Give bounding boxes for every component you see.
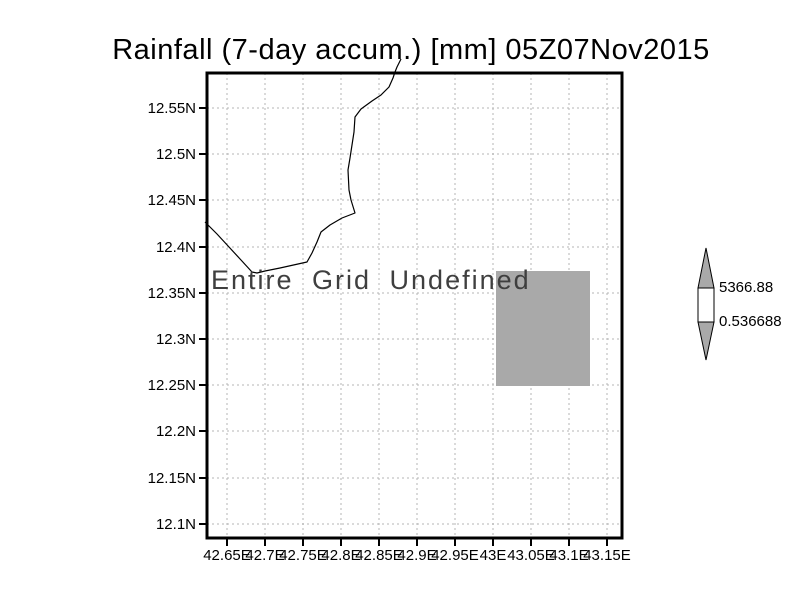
undefined-region-rect [496,271,590,386]
x-tick-label: 42.7E [245,547,284,564]
colorbar-bottom-arrow [697,321,715,361]
x-tick-label: 42.85E [355,547,403,564]
x-tick-label: 43E [480,547,507,564]
y-tick-label: 12.1N [156,516,196,533]
undefined-grid-annotation: Entire Grid Undefined [211,265,531,295]
y-tick-label: 12.15N [148,470,196,487]
colorbar-max-label: 5366.88 [719,279,774,296]
colorbar-top-arrow [697,247,715,289]
x-tick-label: 42.95E [431,547,479,564]
coastline-path [204,58,402,274]
y-tick-label: 12.25N [148,377,196,394]
x-tick-label: 43.1E [549,547,588,564]
y-tick-label: 12.55N [148,100,196,117]
y-tick-label: 12.5N [156,146,196,163]
y-tick-label: 12.3N [156,331,196,348]
x-tick-label: 42.65E [203,547,251,564]
colorbar-min-label: 0.536688 [719,313,782,330]
x-tick-label: 42.9E [397,547,436,564]
y-tick-label: 12.45N [148,192,196,209]
x-tick-label: 42.8E [321,547,360,564]
y-tick-label: 12.2N [156,423,196,440]
x-tick-label: 43.15E [583,547,631,564]
x-tick-label: 42.75E [279,547,327,564]
y-tick-label: 12.4N [156,239,196,256]
y-tick-label: 12.35N [148,285,196,302]
chart-title: Rainfall (7-day accum.) [mm] 05Z07Nov201… [112,34,710,66]
colorbar-bar [697,287,715,323]
x-tick-label: 43.05E [507,547,555,564]
plot-frame [205,71,624,540]
